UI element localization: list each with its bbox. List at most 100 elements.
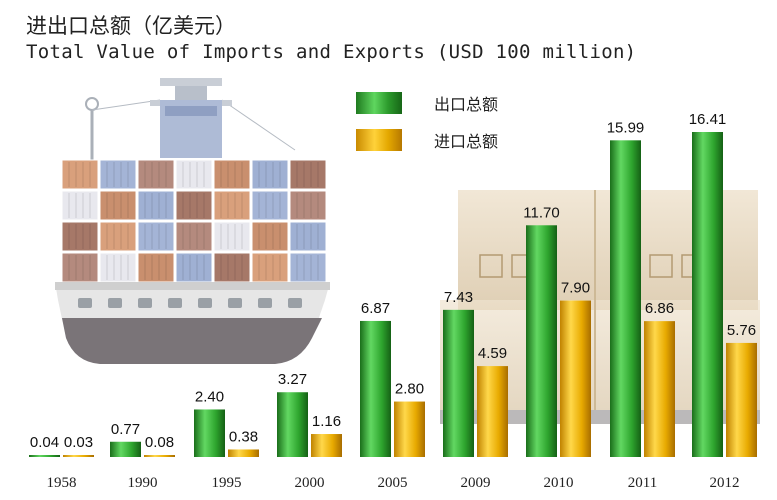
value-label-export-1958: 0.04 [30,434,59,451]
bar-export-1958 [29,455,60,457]
container [213,190,251,221]
ship-containers [61,159,327,283]
legend-item-import: 进口总额 [356,126,498,154]
bar-import-2009 [477,366,508,457]
container [289,252,327,283]
glass-icon [649,254,673,278]
bar-import-2005 [394,401,425,457]
bar-import-1958 [63,455,94,457]
legend: 出口总额 进口总额 [356,89,498,163]
bar-import-1990 [144,455,175,457]
ship-bridge [150,100,232,158]
bar-import-2012 [726,342,757,457]
x-tick-2011: 2011 [628,475,657,491]
porthole [138,298,152,308]
legend-item-export: 出口总额 [356,89,498,117]
porthole [108,298,122,308]
x-tick-2009: 2009 [461,475,491,491]
container [213,252,251,283]
bar-export-2010 [526,225,557,457]
container [99,190,137,221]
porthole [168,298,182,308]
value-label-import-2009: 4.59 [478,345,507,362]
container [61,221,99,252]
x-tick-2005: 2005 [378,475,408,491]
x-tick-1990: 1990 [128,475,158,491]
value-label-export-2010: 11.70 [523,204,559,221]
x-tick-1995: 1995 [212,475,242,491]
ship-hull [55,282,330,364]
value-label-export-2011: 15.99 [607,119,645,136]
container [289,159,327,190]
bar-export-2012 [692,132,723,457]
bar-export-1995 [194,409,225,457]
legend-label-import: 进口总额 [434,132,499,151]
legend-label-export: 出口总额 [434,95,499,114]
container [99,252,137,283]
x-axis-labels: 1958 1990 1995 2000 2005 2009 2010 2011 2012 [47,475,740,491]
umbrella-icon [479,254,503,278]
value-label-import-2005: 2.80 [395,381,424,398]
porthole [78,298,92,308]
container [289,221,327,252]
x-tick-2010: 2010 [544,475,574,491]
value-label-import-1990: 0.08 [145,434,174,451]
chart-title-cn: 进出口总额（亿美元） [26,14,236,38]
container [99,221,137,252]
value-label-export-2000: 3.27 [278,371,307,388]
bar-import-2010 [560,300,591,457]
porthole [258,298,272,308]
value-label-import-2010: 7.90 [561,280,590,297]
porthole [228,298,242,308]
container [175,221,213,252]
value-label-export-2009: 7.43 [444,289,473,306]
value-label-import-2000: 1.16 [312,413,341,430]
container [137,221,175,252]
container [251,252,289,283]
ship-mast [85,78,296,160]
container [99,159,137,190]
container [61,252,99,283]
value-labels: 0.04 0.03 0.77 0.08 2.40 0.38 3.27 1.16 6.87 2.80… [30,111,756,451]
container [251,190,289,221]
container [137,252,175,283]
bar-export-2000 [277,392,308,457]
x-tick-2000: 2000 [295,475,325,491]
container [213,159,251,190]
value-label-export-1990: 0.77 [111,421,140,438]
porthole [198,298,212,308]
container [251,221,289,252]
x-tick-2012: 2012 [710,475,740,491]
value-label-import-2011: 6.86 [645,300,674,317]
bar-export-2009 [443,309,474,457]
value-label-import-2012: 5.76 [727,322,756,339]
container [213,221,251,252]
ship-portholes [78,298,302,308]
value-label-import-1958: 0.03 [64,434,93,451]
legend-swatch-export [356,92,402,114]
bar-import-1995 [228,449,259,457]
bar-export-2011 [610,140,641,457]
bar-import-2011 [644,321,675,457]
container [175,159,213,190]
bar-export-2005 [360,320,391,457]
bar-export-1990 [110,441,141,457]
value-label-export-2012: 16.41 [689,111,727,128]
container [137,159,175,190]
value-label-import-1995: 0.38 [229,428,258,445]
container [61,159,99,190]
container [175,190,213,221]
legend-swatch-import [356,129,402,151]
container [251,159,289,190]
container [289,190,327,221]
bar-import-2000 [311,434,342,457]
porthole [288,298,302,308]
x-tick-1958: 1958 [47,475,77,491]
container [137,190,175,221]
chart-title-en: Total Value of Imports and Exports (USD … [26,41,637,63]
bars [29,132,757,457]
cargo-ship-illustration [55,78,330,364]
container [61,190,99,221]
value-label-export-1995: 2.40 [195,388,224,405]
